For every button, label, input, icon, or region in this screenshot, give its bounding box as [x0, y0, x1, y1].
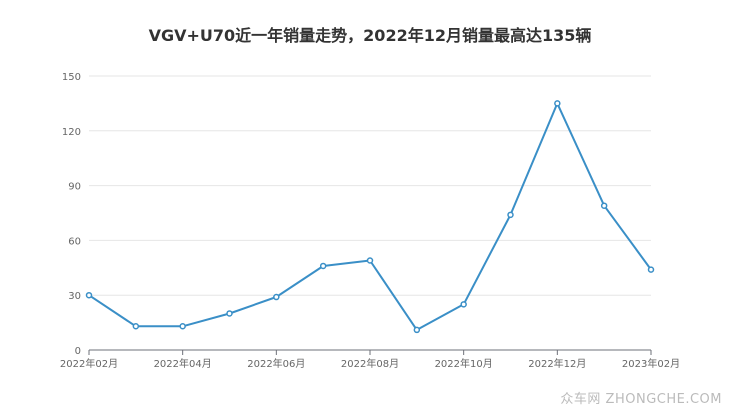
y-tick-label: 60 [68, 236, 81, 247]
data-point [132, 323, 140, 330]
data-point [319, 262, 327, 270]
data-point [179, 323, 186, 330]
series-line [88, 102, 652, 331]
y-tick-label: 30 [68, 291, 81, 302]
data-point [273, 293, 280, 301]
data-point [413, 326, 421, 334]
watermark: 众车网 ZHONGCHE.COM [560, 392, 722, 407]
x-tick-label: 2022年04月 [154, 357, 212, 370]
y-tick-label: 150 [62, 72, 81, 83]
data-point [226, 310, 233, 317]
y-tick-label: 120 [62, 127, 81, 138]
x-tick-label: 2023年02月 [622, 357, 680, 370]
y-tick-label: 0 [75, 346, 81, 357]
chart-title: VGV+U70近一年销量走势，2022年12月销量最高达135辆 [148, 26, 592, 45]
data-point [554, 100, 561, 107]
x-tick-label: 2022年06月 [247, 357, 305, 370]
x-tick-label: 2022年02月 [60, 357, 118, 370]
data-point [366, 257, 374, 264]
data-point [507, 211, 514, 219]
data-point [647, 266, 655, 273]
x-tick-label: 2022年12月 [528, 357, 586, 370]
data-point [460, 301, 467, 308]
x-tick-label: 2022年08月 [341, 357, 399, 370]
y-tick-label: 90 [68, 182, 81, 193]
data-point [85, 291, 93, 299]
data-point [600, 202, 608, 209]
x-tick-label: 2022年10月 [435, 357, 493, 370]
